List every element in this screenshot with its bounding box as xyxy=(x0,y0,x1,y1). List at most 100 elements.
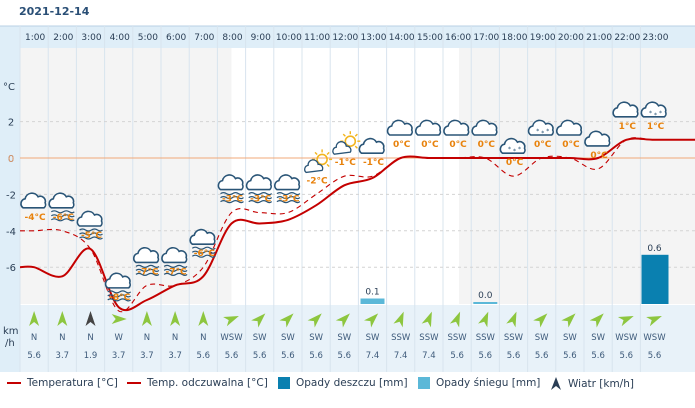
cloud-icon xyxy=(48,192,75,209)
wind-arrow-shape xyxy=(393,311,404,328)
wind-speed-label: 5.6 xyxy=(450,351,464,361)
hour-tick-label: 18:00 xyxy=(502,33,528,43)
wind-arrow-shape xyxy=(251,313,266,328)
small-cloud-icon xyxy=(304,159,324,174)
hour-tick-label: 1:00 xyxy=(25,33,45,43)
wind-speed-label: 1.9 xyxy=(84,351,98,361)
wind-arrow-icon xyxy=(251,313,266,328)
wind-direction-label: WSW xyxy=(643,333,666,343)
wind-speed-label: 7.4 xyxy=(394,351,408,361)
wind-arrow-shape xyxy=(478,311,489,328)
wind-direction-label: SSW xyxy=(504,333,524,343)
legend-feels-like-label: Temp. odczuwalna [°C] xyxy=(147,377,268,389)
left-axis-panel xyxy=(0,26,20,372)
wind-arrow-icon xyxy=(646,316,662,327)
cloud-icon xyxy=(76,210,103,227)
wind-unit-top: km xyxy=(3,326,19,337)
temperature-label: -3°C xyxy=(278,195,299,205)
fog-icon xyxy=(107,290,132,294)
snow-bar xyxy=(473,302,498,304)
legend: Temperatura [°C] Temp. odczuwalna [°C] O… xyxy=(0,373,695,395)
hour-tick-label: 7:00 xyxy=(194,33,214,43)
temperature-label: -6°C xyxy=(53,213,74,223)
fog-icon xyxy=(107,298,132,302)
snowflake-icon: * xyxy=(659,110,662,117)
sun-ray xyxy=(342,133,346,137)
wind-speed-label: 3.7 xyxy=(140,351,154,361)
snowflake-icon: * xyxy=(518,146,521,153)
snowflake-icon: * xyxy=(541,130,544,137)
wind-direction-label: N xyxy=(59,333,65,343)
wind-speed-label: 5.6 xyxy=(648,351,662,361)
hour-tick-label: 5:00 xyxy=(138,33,158,43)
fog-icon xyxy=(107,294,132,298)
wind-arrow-shape xyxy=(85,311,96,326)
fog-icon xyxy=(163,268,188,272)
temperature-label: 0°C xyxy=(590,151,608,161)
wind-arrow-icon xyxy=(223,316,239,327)
fog-icon xyxy=(220,200,244,204)
wind-arrow-icon xyxy=(335,313,350,328)
hour-tick-label: 16:00 xyxy=(445,33,471,43)
wind-direction-label: N xyxy=(144,333,150,343)
fog-icon xyxy=(135,272,160,276)
wind-speed-label: 5.6 xyxy=(479,351,493,361)
hour-tick-label: 13:00 xyxy=(361,33,387,43)
temperature-label: -3°C xyxy=(222,195,243,205)
legend-snow-label: Opady śniegu [mm] xyxy=(436,377,541,389)
wind-direction-label: SW xyxy=(281,333,295,343)
wind-direction-label: SW xyxy=(337,333,351,343)
temperature-labels: -4°C -6°C -5°C -8°C -7°C -7°C -6°C -3°C -3°C -3°C… xyxy=(25,122,665,303)
temperature-label: 0°C xyxy=(449,140,467,150)
wind-direction-label: N xyxy=(200,333,206,343)
sun-ray xyxy=(326,163,330,167)
legend-rain-swatch xyxy=(278,377,290,389)
wind-arrow-icon xyxy=(279,313,294,328)
wind-speed-label: 5.6 xyxy=(27,351,41,361)
temperature-label: -4°C xyxy=(25,213,46,223)
hour-tick-label: 8:00 xyxy=(222,33,242,43)
cloud-icon xyxy=(584,130,611,147)
fog-icon xyxy=(50,214,75,218)
snowflake-icon: * xyxy=(536,128,539,135)
wind-arrow-shape xyxy=(506,311,517,328)
hour-tick-label: 22:00 xyxy=(614,33,640,43)
wind-arrow-icon xyxy=(561,313,576,328)
fog-icon xyxy=(135,264,160,268)
y-axis-unit: °C xyxy=(3,82,15,93)
wind-arrow-shape xyxy=(57,311,68,326)
wind-arrow-icon xyxy=(141,311,152,326)
fog-icon xyxy=(276,196,301,200)
temperature-label: 1°C xyxy=(647,122,665,132)
fog-icon xyxy=(191,250,216,254)
wind-arrow-shape xyxy=(223,316,239,327)
fog-icon xyxy=(50,210,75,214)
wind-direction-label: SW xyxy=(366,333,380,343)
hour-tick-label: 10:00 xyxy=(276,33,302,43)
wind-speed-label: 5.6 xyxy=(309,351,323,361)
hour-tick-label: 12:00 xyxy=(332,33,358,43)
fog-icon xyxy=(248,196,273,200)
wind-arrow-shape xyxy=(111,314,127,324)
wind-arrow-icon xyxy=(506,311,517,328)
cloud-icon xyxy=(104,272,131,289)
wind-row: km /h N 5.6 N 3.7 N 1.9 W 3.7 N 3.7 N 3.7 N 5.6 WSW 5.6… xyxy=(3,311,666,361)
hour-tick-label: 19:00 xyxy=(530,33,556,43)
legend-temperature-label: Temperatura [°C] xyxy=(27,377,118,389)
temperature-label: 0°C xyxy=(562,140,580,150)
temperature-label: 0°C xyxy=(506,158,524,168)
wind-arrow-shape xyxy=(449,311,461,328)
page-title: 2021-12-14 xyxy=(19,5,90,18)
wind-arrow-icon xyxy=(449,311,461,328)
grid-lines xyxy=(19,26,695,372)
snowflake-icon: * xyxy=(649,110,652,117)
hour-tick-label: 17:00 xyxy=(473,33,499,43)
wind-direction-label: SSW xyxy=(419,333,439,343)
wind-speed-label: 3.7 xyxy=(112,351,126,361)
cloud-icon xyxy=(499,137,526,154)
wind-arrow-icon xyxy=(551,377,561,390)
y-tick-label: 2 xyxy=(8,118,14,129)
cloud-icon xyxy=(556,119,583,136)
wind-arrow-shape xyxy=(170,311,181,326)
hour-ticks: 1:00 2:00 3:00 4:00 5:00 6:00 7:00 8:00 9:00 10:0… xyxy=(25,33,669,43)
